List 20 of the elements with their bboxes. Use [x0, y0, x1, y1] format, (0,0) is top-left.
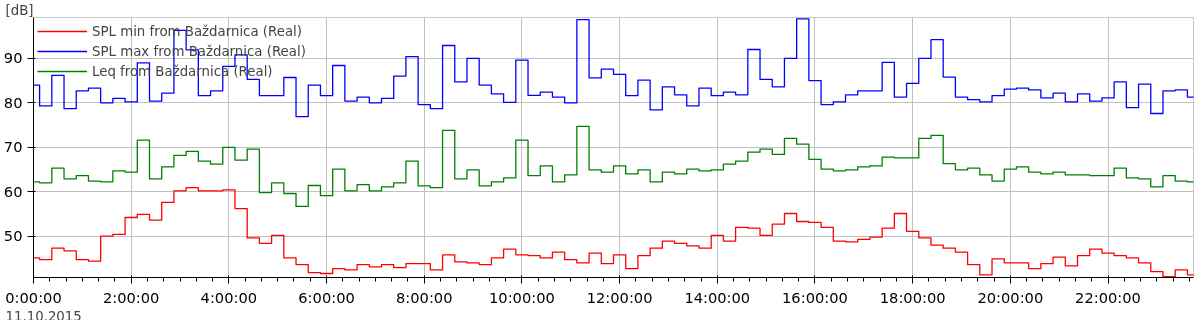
- x-tick-label: 2:00:00: [102, 288, 160, 306]
- x-tick-label: 14:00:00: [684, 288, 751, 306]
- x-tick-label: 12:00:00: [586, 288, 653, 306]
- text: 11.10.2015: [5, 308, 82, 320]
- y-tick-label: 60: [3, 182, 23, 200]
- y-tick-label: 70: [3, 138, 23, 156]
- y-tick-label: 90: [3, 49, 23, 67]
- x-tick-label: 10:00:00: [489, 288, 555, 306]
- legend-label: SPL min from Baždarnica (Real): [92, 23, 302, 39]
- x-tick-label: 18:00:00: [879, 288, 946, 306]
- x-tick-label: 6:00:00: [298, 288, 355, 306]
- x-tick-label: 22:00:00: [1075, 288, 1141, 306]
- y-axis-title: [dB]: [5, 2, 34, 18]
- x-tick-label: 0:00:00: [5, 288, 62, 306]
- x-tick-label: 4:00:00: [200, 288, 258, 306]
- x-tick-label: 20:00:00: [977, 288, 1044, 306]
- x-tick-label: 8:00:00: [395, 288, 453, 306]
- y-tick-label: 80: [3, 93, 23, 111]
- y-tick-label: 50: [3, 227, 23, 245]
- x-tick-label: 16:00:00: [782, 288, 848, 306]
